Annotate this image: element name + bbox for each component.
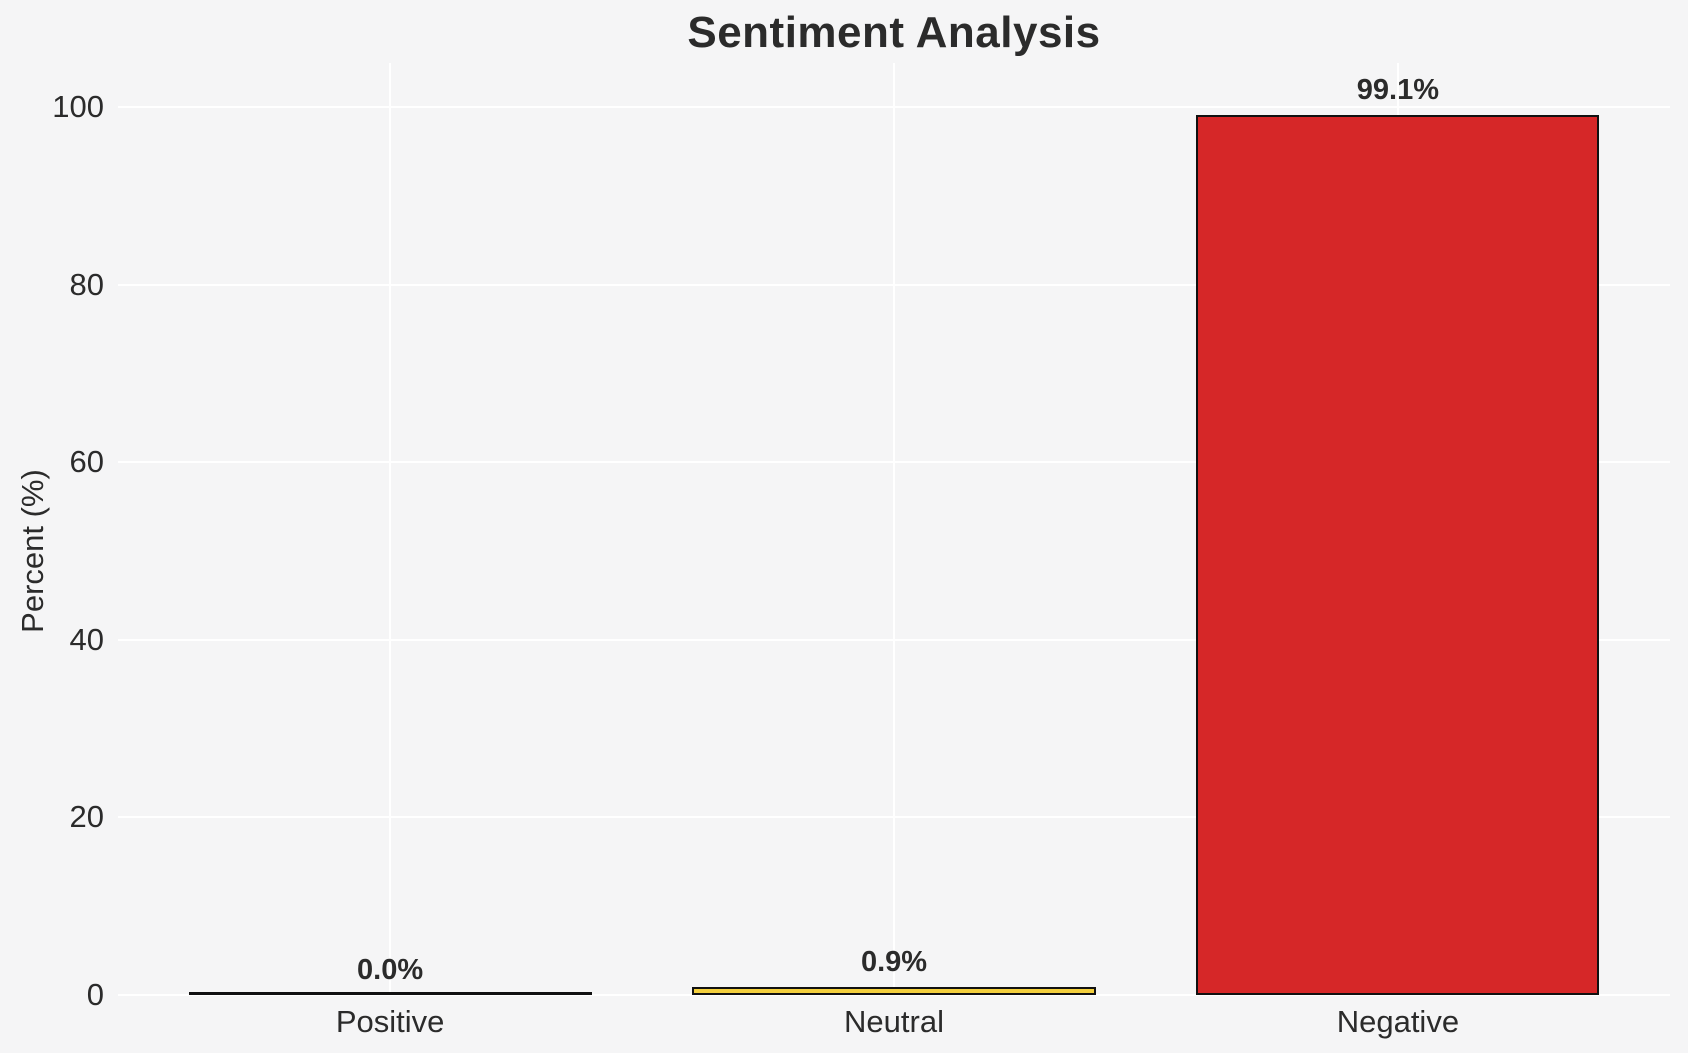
y-tick-label: 60 bbox=[69, 444, 104, 480]
gridline-vertical bbox=[389, 63, 392, 995]
bar-neutral bbox=[692, 987, 1096, 995]
x-tick-label: Negative bbox=[1336, 1004, 1460, 1039]
y-tick-label: 20 bbox=[69, 799, 104, 835]
bar-positive bbox=[188, 992, 592, 995]
y-tick-label: 100 bbox=[52, 89, 104, 125]
bar-value-label: 0.0% bbox=[357, 954, 424, 986]
y-tick-label: 80 bbox=[69, 266, 104, 302]
y-axis-label: Percent (%) bbox=[15, 469, 50, 633]
gridline-horizontal bbox=[118, 994, 1670, 996]
x-tick-label: Positive bbox=[335, 1004, 445, 1039]
y-tick-label: 40 bbox=[69, 621, 104, 657]
gridline-vertical bbox=[893, 63, 895, 995]
x-tick-label: Neutral bbox=[844, 1004, 944, 1039]
bar-negative bbox=[1196, 115, 1600, 995]
y-tick-label: 0 bbox=[86, 977, 104, 1012]
plot-area: 0.0% 0.9% 99.1% bbox=[118, 63, 1670, 996]
bar-value-label: 0.9% bbox=[860, 946, 928, 978]
bar-value-label: 99.1% bbox=[1356, 74, 1439, 106]
chart-title: Sentiment Analysis bbox=[687, 8, 1101, 57]
